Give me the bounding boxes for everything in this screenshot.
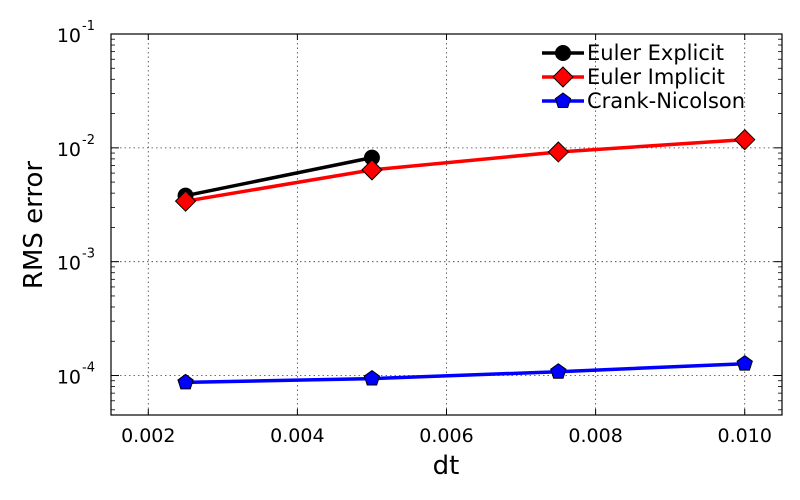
- legend-entry: Euler Explicit: [542, 41, 724, 65]
- series-layer: [174, 128, 756, 390]
- y-tick-label: 10 -1: [57, 19, 95, 47]
- data-point: [736, 355, 753, 371]
- legend-label: Euler Implicit: [587, 65, 725, 89]
- series-crank-nicolson: [177, 355, 753, 390]
- y-tick-exponent: -1: [82, 19, 95, 34]
- data-point: [734, 128, 756, 151]
- y-tick-label: 10 -3: [57, 247, 95, 275]
- grid: [111, 34, 782, 415]
- x-tick-label: 0.010: [718, 425, 772, 447]
- x-tick-label: 0.004: [270, 425, 324, 447]
- y-tick-exponent: -4: [82, 361, 95, 376]
- data-point: [550, 363, 567, 379]
- y-tick-exponent: -2: [82, 133, 95, 148]
- y-tick-label: 10 -2: [57, 133, 95, 161]
- data-point: [174, 190, 197, 212]
- legend-label: Euler Explicit: [587, 41, 724, 65]
- legend-entry: Crank-Nicolson: [542, 89, 745, 113]
- legend-entry: Euler Implicit: [542, 65, 725, 89]
- x-tick-label: 0.006: [419, 425, 473, 447]
- series-euler-explicit: [177, 149, 380, 204]
- x-tick-label: 0.002: [121, 425, 175, 447]
- series-line: [185, 137, 745, 203]
- y-tick-exponent: -3: [82, 247, 95, 262]
- legend-marker: [554, 92, 572, 108]
- series-line: [185, 155, 373, 198]
- y-tick-base: 10: [57, 139, 81, 161]
- data-point: [547, 141, 570, 163]
- series-line: [185, 361, 745, 385]
- data-point: [177, 373, 194, 390]
- x-axis-label: dt: [433, 451, 460, 481]
- legend-marker: [555, 45, 571, 61]
- legend-label: Crank-Nicolson: [587, 89, 745, 113]
- series-euler-implicit: [174, 128, 756, 212]
- y-tick-base: 10: [57, 253, 81, 275]
- y-tick-base: 10: [57, 367, 81, 389]
- data-point: [363, 369, 381, 386]
- x-tick-label: 0.008: [568, 425, 622, 447]
- y-tick-label: 10 -4: [57, 361, 95, 389]
- y-axis-label: RMS error: [19, 161, 49, 290]
- data-point: [361, 159, 383, 181]
- y-tick-base: 10: [57, 25, 81, 47]
- legend-marker: [552, 66, 574, 88]
